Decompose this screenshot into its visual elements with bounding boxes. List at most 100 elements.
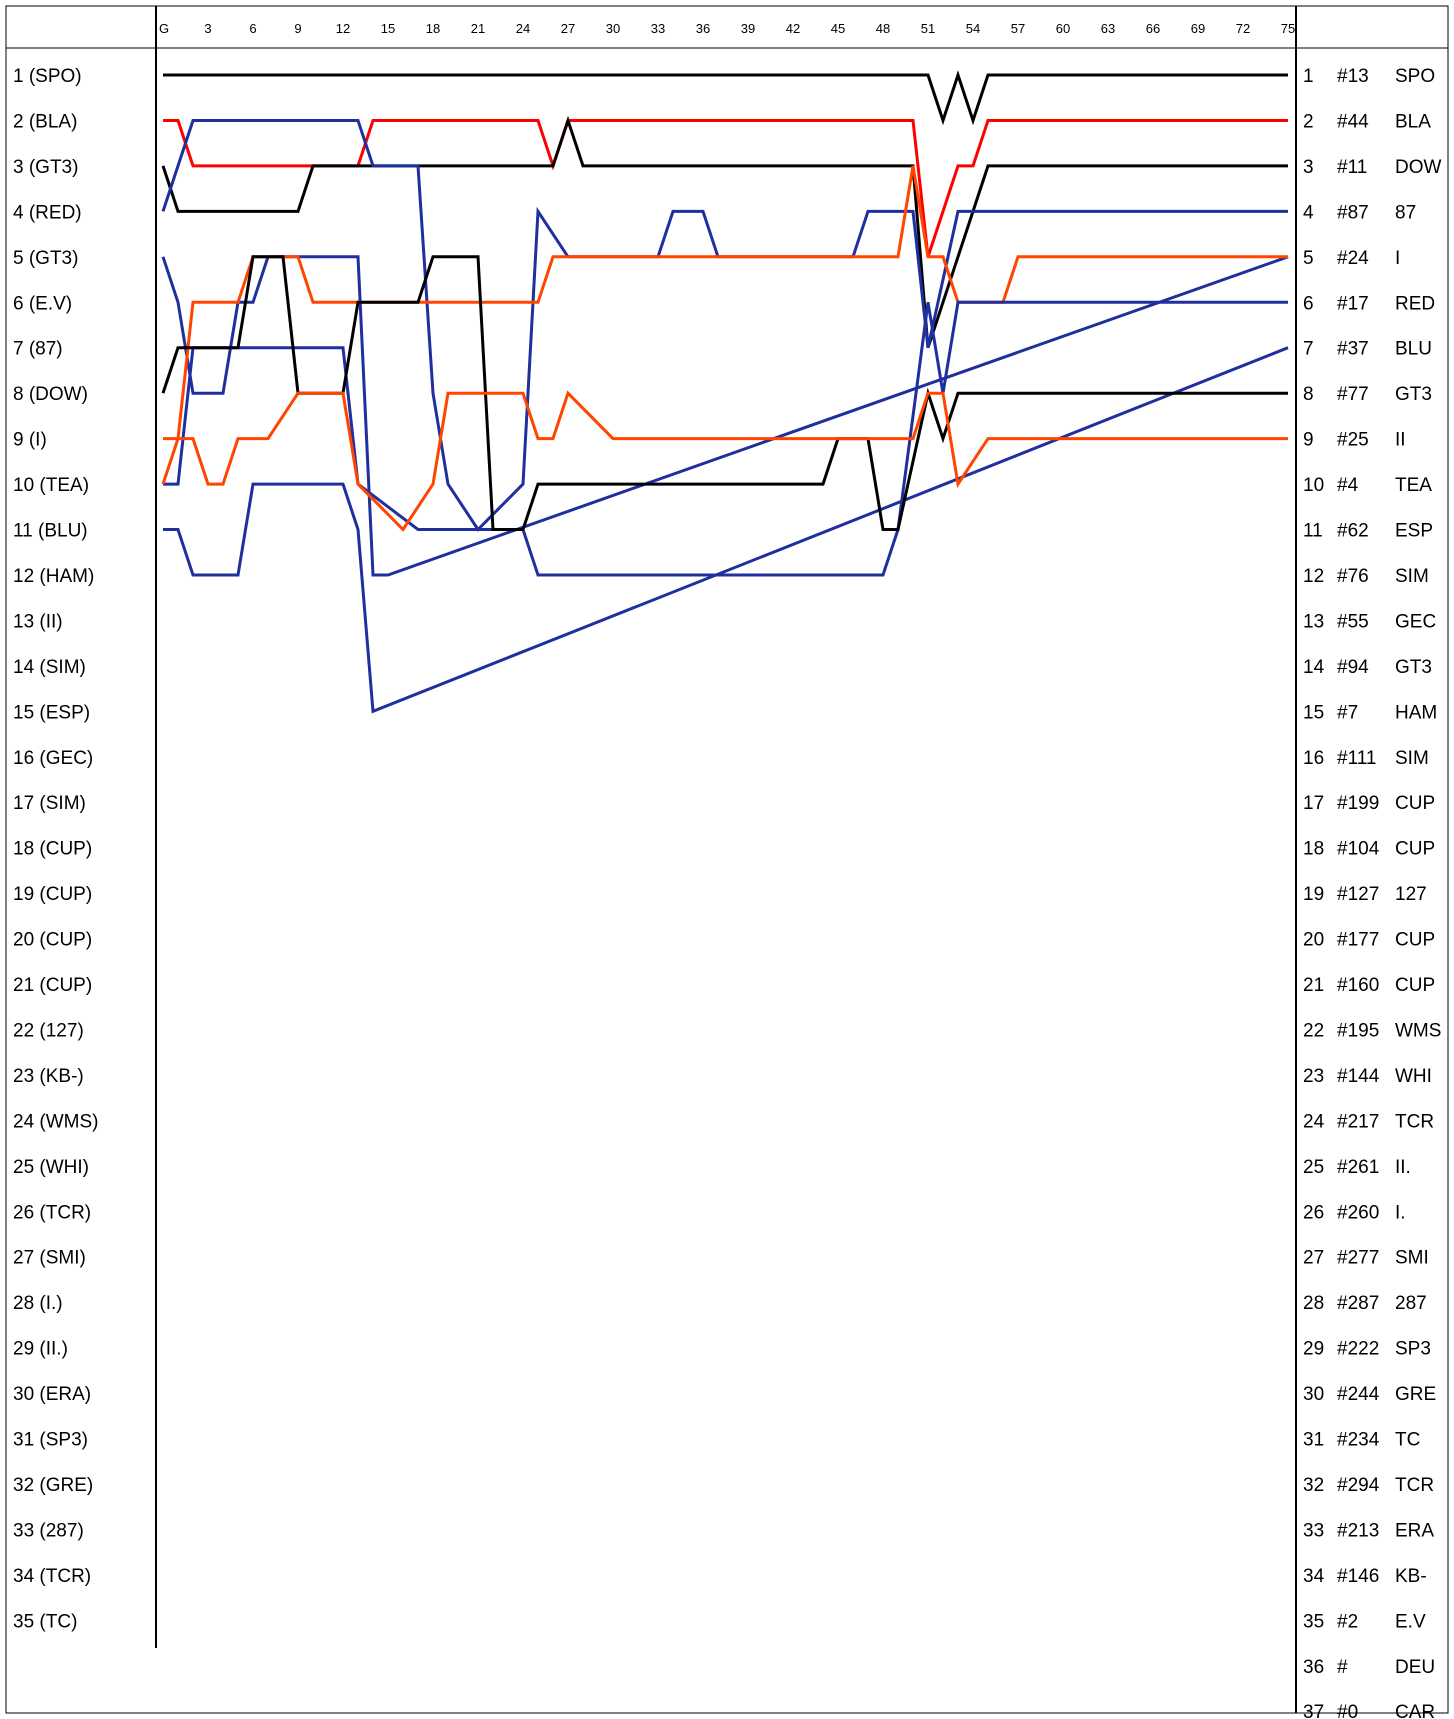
finish-car-number: #7 bbox=[1337, 702, 1358, 723]
start-label: 14 (SIM) bbox=[13, 657, 86, 678]
x-tick-label: 63 bbox=[1101, 21, 1115, 36]
finish-team: 287 bbox=[1395, 1293, 1427, 1314]
x-tick-label: 15 bbox=[381, 21, 395, 36]
start-label: 19 (CUP) bbox=[13, 884, 92, 905]
finish-team: E.V bbox=[1395, 1611, 1426, 1632]
finish-car-number: # bbox=[1337, 1657, 1348, 1678]
chart-frame bbox=[5, 5, 1449, 1714]
finish-car-number: #217 bbox=[1337, 1111, 1379, 1132]
x-tick-label: 30 bbox=[606, 21, 620, 36]
finish-position: 1 bbox=[1303, 66, 1314, 87]
start-label: 6 (E.V) bbox=[13, 293, 72, 314]
finish-team: 127 bbox=[1395, 884, 1427, 905]
x-tick-label: 57 bbox=[1011, 21, 1025, 36]
finish-team: DEU bbox=[1395, 1657, 1435, 1678]
start-label: 13 (II) bbox=[13, 611, 63, 632]
finish-car-number: #277 bbox=[1337, 1248, 1379, 1269]
start-label: 3 (GT3) bbox=[13, 157, 78, 178]
x-tick-label: 69 bbox=[1191, 21, 1205, 36]
finish-team: TEA bbox=[1395, 475, 1432, 496]
finish-position: 6 bbox=[1303, 293, 1314, 314]
finish-team: II. bbox=[1395, 1157, 1411, 1178]
position-line bbox=[161, 390, 1288, 532]
x-tick-label: 48 bbox=[876, 21, 890, 36]
position-line bbox=[161, 115, 1288, 349]
finish-car-number: #4 bbox=[1337, 475, 1359, 496]
x-tick-label: 3 bbox=[204, 21, 211, 36]
finish-team: KB- bbox=[1395, 1566, 1427, 1587]
finish-car-number: #13 bbox=[1337, 66, 1369, 87]
finish-team: GT3 bbox=[1395, 657, 1432, 678]
x-tick-label: 33 bbox=[651, 21, 665, 36]
finish-team: GRE bbox=[1395, 1384, 1436, 1405]
finish-position: 19 bbox=[1303, 884, 1324, 905]
start-label: 28 (I.) bbox=[13, 1293, 63, 1314]
finish-team: HAM bbox=[1395, 702, 1437, 723]
finish-team: TCR bbox=[1395, 1111, 1434, 1132]
finish-car-number: #222 bbox=[1337, 1339, 1379, 1360]
finish-team: CAR bbox=[1395, 1702, 1435, 1719]
finish-position: 13 bbox=[1303, 611, 1324, 632]
start-label: 35 (TC) bbox=[13, 1611, 77, 1632]
finish-team: I. bbox=[1395, 1202, 1406, 1223]
finish-position: 28 bbox=[1303, 1293, 1324, 1314]
finish-car-number: #37 bbox=[1337, 339, 1369, 360]
start-label: 11 (BLU) bbox=[13, 521, 88, 542]
start-label: 22 (127) bbox=[13, 1020, 84, 1041]
finish-position: 29 bbox=[1303, 1339, 1324, 1360]
finish-team: GEC bbox=[1395, 611, 1436, 632]
finish-position: 11 bbox=[1303, 521, 1323, 542]
start-label: 30 (ERA) bbox=[13, 1384, 91, 1405]
finish-team: GT3 bbox=[1395, 384, 1432, 405]
finish-position: 26 bbox=[1303, 1202, 1324, 1223]
finish-car-number: #76 bbox=[1337, 566, 1369, 587]
x-tick-label: 75 bbox=[1281, 21, 1295, 36]
finish-team: WMS bbox=[1395, 1020, 1441, 1041]
finish-team: BLU bbox=[1395, 339, 1432, 360]
finish-team: SMI bbox=[1395, 1248, 1429, 1269]
start-label: 12 (HAM) bbox=[13, 566, 94, 587]
finish-team: ERA bbox=[1395, 1520, 1434, 1541]
finish-team: SP3 bbox=[1395, 1339, 1431, 1360]
finish-car-number: #25 bbox=[1337, 430, 1369, 451]
start-position-labels: 1 (SPO) 2 (BLA) 3 (GT3) 4 (RED) 5 (GT3) 6 (E.… bbox=[13, 66, 99, 1632]
start-label: 4 (RED) bbox=[13, 202, 82, 223]
finish-position: 9 bbox=[1303, 430, 1314, 451]
position-line bbox=[163, 300, 1288, 577]
start-label: 34 (TCR) bbox=[13, 1566, 91, 1587]
finish-position: 16 bbox=[1303, 748, 1324, 769]
finish-position: 12 bbox=[1303, 566, 1324, 587]
finish-team: II bbox=[1395, 430, 1406, 451]
finish-position: 17 bbox=[1303, 793, 1324, 814]
finish-position-labels: 1 #13 SPO 2 #44 BLA 3 #11 DOW 4 #87 87 5 #24 I 6 #17 RED 7… bbox=[1303, 66, 1442, 1719]
x-tick-label: 60 bbox=[1056, 21, 1070, 36]
position-line bbox=[163, 346, 1289, 714]
finish-team: 87 bbox=[1395, 202, 1416, 223]
start-label: 26 (TCR) bbox=[13, 1202, 91, 1223]
position-line bbox=[163, 70, 1288, 126]
finish-position: 2 bbox=[1303, 111, 1314, 132]
finish-car-number: #77 bbox=[1337, 384, 1369, 405]
finish-position: 10 bbox=[1303, 475, 1324, 496]
start-label: 8 (DOW) bbox=[13, 384, 88, 405]
start-label: 17 (SIM) bbox=[13, 793, 86, 814]
finish-car-number: #24 bbox=[1337, 248, 1369, 269]
finish-team: RED bbox=[1395, 293, 1435, 314]
finish-position: 23 bbox=[1303, 1066, 1324, 1087]
finish-car-number: #55 bbox=[1337, 611, 1369, 632]
start-label: 16 (GEC) bbox=[13, 748, 93, 769]
start-label: 24 (WMS) bbox=[13, 1111, 99, 1132]
x-axis-ticks: G 3 6 9 12 15 18 21 24 27 30 33 36 39 42 45 48 51 54 57 60 63… bbox=[159, 21, 1295, 36]
x-tick-label: 21 bbox=[471, 21, 485, 36]
finish-car-number: #44 bbox=[1337, 111, 1369, 132]
finish-car-number: #11 bbox=[1337, 157, 1367, 178]
x-tick-label: G bbox=[159, 21, 169, 36]
position-line bbox=[161, 255, 1288, 531]
start-label: 32 (GRE) bbox=[13, 1475, 93, 1496]
finish-position: 3 bbox=[1303, 157, 1314, 178]
finish-car-number: #0 bbox=[1337, 1702, 1358, 1719]
x-tick-label: 39 bbox=[741, 21, 755, 36]
finish-car-number: #234 bbox=[1337, 1430, 1380, 1451]
finish-position: 14 bbox=[1303, 657, 1325, 678]
finish-position: 4 bbox=[1303, 202, 1314, 223]
